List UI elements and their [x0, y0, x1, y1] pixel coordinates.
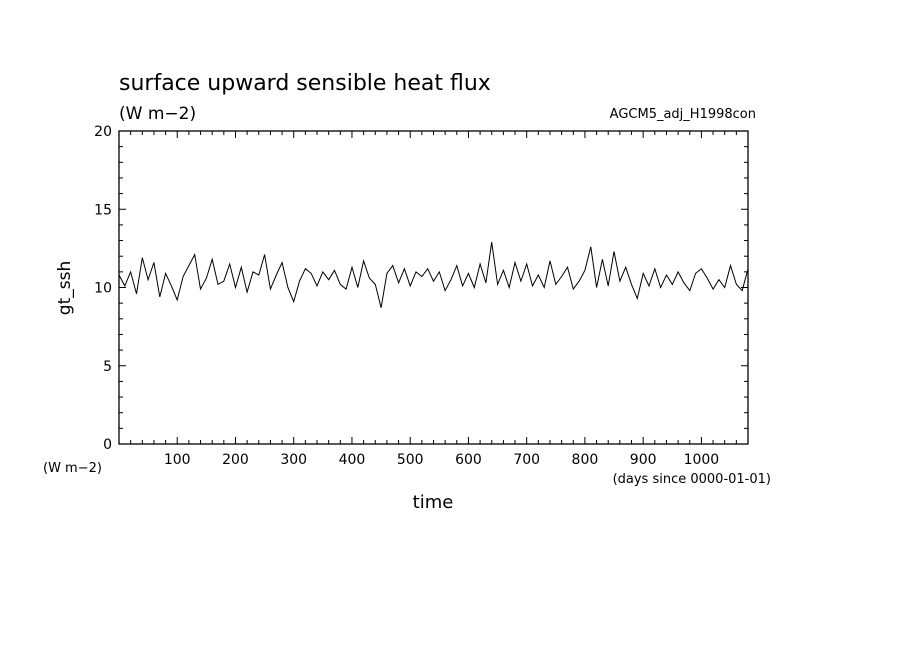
- y-tick-label: 0: [103, 437, 112, 453]
- x-tick-label: 100: [164, 452, 191, 468]
- x-tick-label: 600: [455, 452, 482, 468]
- x-axis-label: time: [413, 492, 454, 513]
- x-tick-label: 700: [513, 452, 540, 468]
- x-tick-label: 300: [280, 452, 307, 468]
- dataset-label: AGCM5_adj_H1998con: [610, 107, 756, 122]
- y-axis-units: (W m−2): [43, 461, 102, 476]
- y-tick-label: 20: [94, 124, 112, 140]
- y-tick-label: 10: [94, 281, 112, 297]
- axes: 100 200 300 400 500 600 700 800 900 1000 0 5 10 15 20: [94, 124, 749, 468]
- series-group: [118, 242, 749, 308]
- x-tick-label: 800: [572, 452, 599, 468]
- x-tick-label: 500: [397, 452, 424, 468]
- plot-frame: [118, 130, 749, 445]
- x-tick-label: 200: [222, 452, 249, 468]
- x-axis-units: (days since 0000-01-01): [613, 472, 771, 487]
- y-axis-label: gt_ssh: [55, 261, 75, 315]
- x-tick-label: 400: [339, 452, 366, 468]
- x-tick-label: 900: [630, 452, 657, 468]
- y-tick-label: 15: [94, 202, 112, 218]
- x-tick-label: 1000: [684, 452, 720, 468]
- chart-subtitle: (W m−2): [119, 104, 196, 124]
- y-tick-label: 5: [103, 359, 112, 375]
- series-line: [118, 242, 749, 308]
- chart-title: surface upward sensible heat flux: [119, 71, 491, 96]
